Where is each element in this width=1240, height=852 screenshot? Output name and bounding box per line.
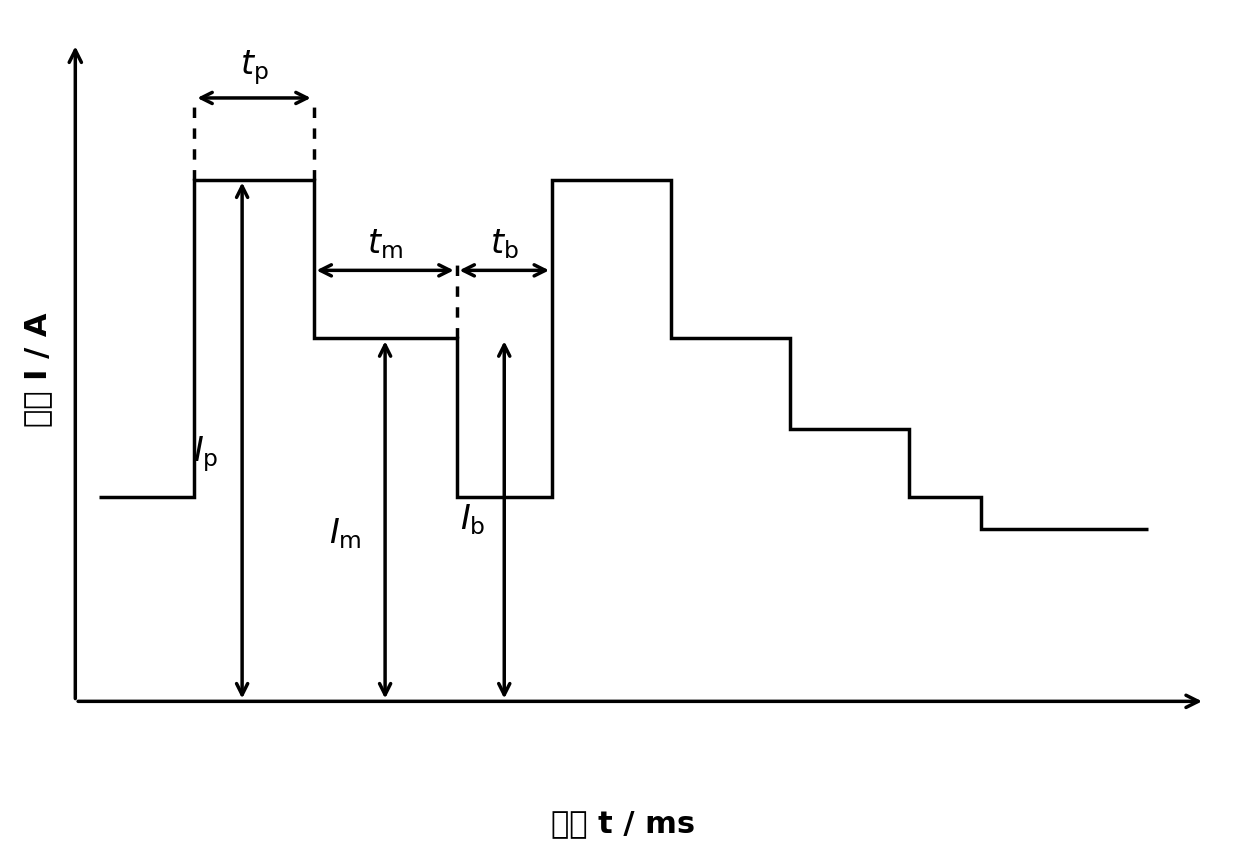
- Text: 时间 t / ms: 时间 t / ms: [552, 809, 696, 838]
- Text: $t_\mathrm{p}$: $t_\mathrm{p}$: [239, 48, 268, 87]
- Text: $I_\mathrm{p}$: $I_\mathrm{p}$: [193, 435, 218, 474]
- Text: $t_\mathrm{b}$: $t_\mathrm{b}$: [490, 227, 518, 262]
- Text: $I_\mathrm{m}$: $I_\mathrm{m}$: [329, 516, 361, 551]
- Text: $I_\mathrm{b}$: $I_\mathrm{b}$: [460, 503, 485, 538]
- Text: 电流 I / A: 电流 I / A: [22, 313, 52, 428]
- Text: $t_\mathrm{m}$: $t_\mathrm{m}$: [367, 227, 403, 262]
